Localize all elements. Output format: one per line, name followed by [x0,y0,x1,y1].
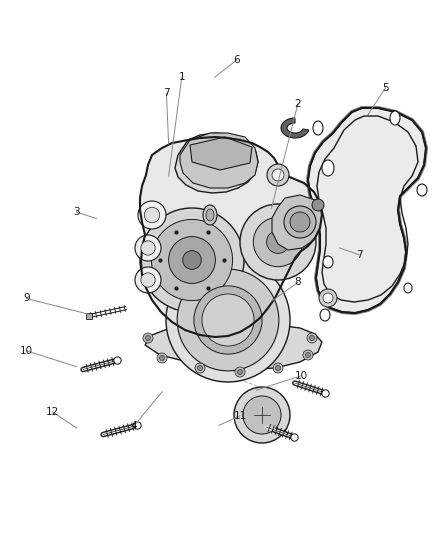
Polygon shape [180,133,258,188]
Circle shape [143,333,153,343]
Text: 10: 10 [20,346,33,356]
Circle shape [140,208,244,312]
Circle shape [157,353,167,363]
Text: 2: 2 [294,99,301,109]
Ellipse shape [320,309,330,321]
Polygon shape [281,118,309,138]
Circle shape [305,352,311,358]
Polygon shape [140,137,322,337]
Circle shape [323,293,333,303]
Circle shape [307,333,317,343]
Circle shape [135,267,161,293]
Text: 7: 7 [356,250,363,260]
Circle shape [194,286,262,354]
Ellipse shape [417,184,427,196]
Circle shape [169,237,215,284]
Polygon shape [190,137,252,170]
Circle shape [235,367,245,377]
Polygon shape [272,195,322,250]
Circle shape [290,212,310,232]
Text: 10: 10 [295,371,308,381]
Circle shape [243,396,281,434]
Ellipse shape [313,121,323,135]
Circle shape [272,169,284,181]
Circle shape [152,220,233,301]
Circle shape [234,387,290,443]
Circle shape [253,217,303,266]
Text: 1: 1 [178,72,185,82]
Polygon shape [175,133,258,193]
Circle shape [310,335,314,341]
Circle shape [141,241,155,255]
Ellipse shape [390,111,400,125]
Circle shape [141,273,155,287]
Polygon shape [145,322,322,370]
Circle shape [267,164,289,186]
Circle shape [145,335,151,341]
Ellipse shape [404,283,412,293]
Text: 8: 8 [294,278,301,287]
Text: 5: 5 [382,83,389,93]
Circle shape [273,363,283,373]
Circle shape [195,363,205,373]
Circle shape [166,258,290,382]
Ellipse shape [322,160,334,176]
Circle shape [144,207,160,223]
Text: 3: 3 [73,207,80,217]
Polygon shape [308,108,426,313]
Circle shape [183,251,201,269]
Circle shape [237,369,243,375]
Circle shape [319,289,337,307]
Text: 11: 11 [233,411,247,421]
Circle shape [284,206,316,238]
Circle shape [202,294,254,346]
Text: 7: 7 [163,88,170,98]
Polygon shape [86,313,92,319]
Ellipse shape [203,205,217,225]
Text: 9: 9 [23,294,30,303]
Circle shape [135,235,161,261]
Text: 4: 4 [130,422,137,431]
Text: 12: 12 [46,407,59,417]
Circle shape [276,366,280,370]
Text: 6: 6 [233,55,240,65]
Circle shape [177,269,279,371]
Circle shape [198,366,202,370]
Ellipse shape [323,256,333,268]
Circle shape [267,231,290,253]
Circle shape [138,201,166,229]
Circle shape [159,356,165,360]
Circle shape [240,204,316,280]
Circle shape [303,350,313,360]
Ellipse shape [206,209,214,221]
Circle shape [312,199,324,211]
